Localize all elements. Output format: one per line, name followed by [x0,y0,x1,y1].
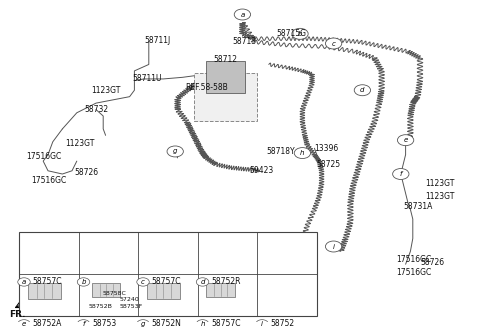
Circle shape [18,278,30,286]
Circle shape [325,38,342,49]
Text: i: i [261,321,263,327]
Text: 58753: 58753 [92,319,117,328]
Circle shape [77,278,90,286]
Text: 17516GC: 17516GC [26,152,61,161]
Text: e: e [22,321,26,327]
Text: 58752B: 58752B [88,304,112,309]
Text: h: h [200,321,205,327]
Text: 58752A: 58752A [33,319,62,328]
Text: 58757C: 58757C [211,319,240,328]
Text: 58731A: 58731A [403,202,432,211]
Text: 58718Y: 58718Y [266,147,295,156]
Text: c: c [141,279,145,285]
Text: 58711J: 58711J [144,36,170,45]
Text: 58712: 58712 [214,55,238,64]
FancyBboxPatch shape [194,72,257,121]
Text: 58725: 58725 [317,160,341,169]
Text: 13396: 13396 [314,144,339,153]
Text: f: f [399,171,402,177]
Text: g: g [173,149,178,154]
FancyBboxPatch shape [206,61,245,93]
Text: 58732: 58732 [84,105,108,114]
Circle shape [77,320,90,328]
Text: 58726: 58726 [74,168,98,177]
FancyBboxPatch shape [147,325,173,328]
FancyBboxPatch shape [266,325,294,328]
Text: 1123GT: 1123GT [425,179,454,188]
Circle shape [294,148,311,158]
Text: a: a [240,11,244,17]
FancyBboxPatch shape [206,283,235,297]
FancyBboxPatch shape [87,325,113,328]
Circle shape [397,135,414,146]
Text: 58715G: 58715G [276,29,306,38]
FancyBboxPatch shape [28,283,61,299]
Text: 58726: 58726 [420,258,444,267]
Text: f: f [82,321,85,327]
Text: 1123GT: 1123GT [425,192,454,201]
Text: 58752N: 58752N [152,319,181,328]
FancyBboxPatch shape [147,283,180,299]
Text: a: a [22,279,26,285]
Text: 58757C: 58757C [33,277,62,286]
Circle shape [292,28,308,39]
Circle shape [18,320,30,328]
Text: 59423: 59423 [250,166,274,175]
Text: b: b [298,31,302,37]
Text: 17516GC: 17516GC [396,268,431,277]
Text: 58711U: 58711U [132,74,161,83]
Bar [19,232,317,316]
Text: 57240: 57240 [120,297,139,302]
Text: d: d [360,87,365,93]
Text: d: d [200,279,205,285]
Text: 58752: 58752 [271,319,295,328]
Text: c: c [332,40,336,47]
FancyBboxPatch shape [28,325,56,328]
Text: FR.: FR. [10,310,26,319]
Text: 58758C: 58758C [103,291,127,296]
Circle shape [393,169,409,179]
Text: 58757C: 58757C [152,277,181,286]
Text: REF.58-58B: REF.58-58B [185,83,228,92]
Circle shape [256,320,268,328]
Circle shape [137,278,149,286]
FancyBboxPatch shape [206,325,240,328]
Circle shape [137,320,149,328]
Text: b: b [81,279,86,285]
FancyBboxPatch shape [92,283,120,297]
Circle shape [325,241,342,252]
Text: 1123GT: 1123GT [65,139,94,148]
Circle shape [234,9,251,20]
Text: 17516GC: 17516GC [396,255,431,264]
Text: 1123GT: 1123GT [91,86,120,95]
Text: 58753F: 58753F [120,304,143,309]
Circle shape [196,320,209,328]
Text: h: h [300,150,305,156]
Circle shape [167,146,183,157]
Text: 58713: 58713 [233,37,257,46]
Text: g: g [141,321,145,327]
Text: 17516GC: 17516GC [31,176,66,185]
Circle shape [196,278,209,286]
Text: i: i [333,243,335,250]
Text: 58752R: 58752R [211,277,240,286]
Circle shape [354,85,371,96]
Text: e: e [404,137,408,143]
